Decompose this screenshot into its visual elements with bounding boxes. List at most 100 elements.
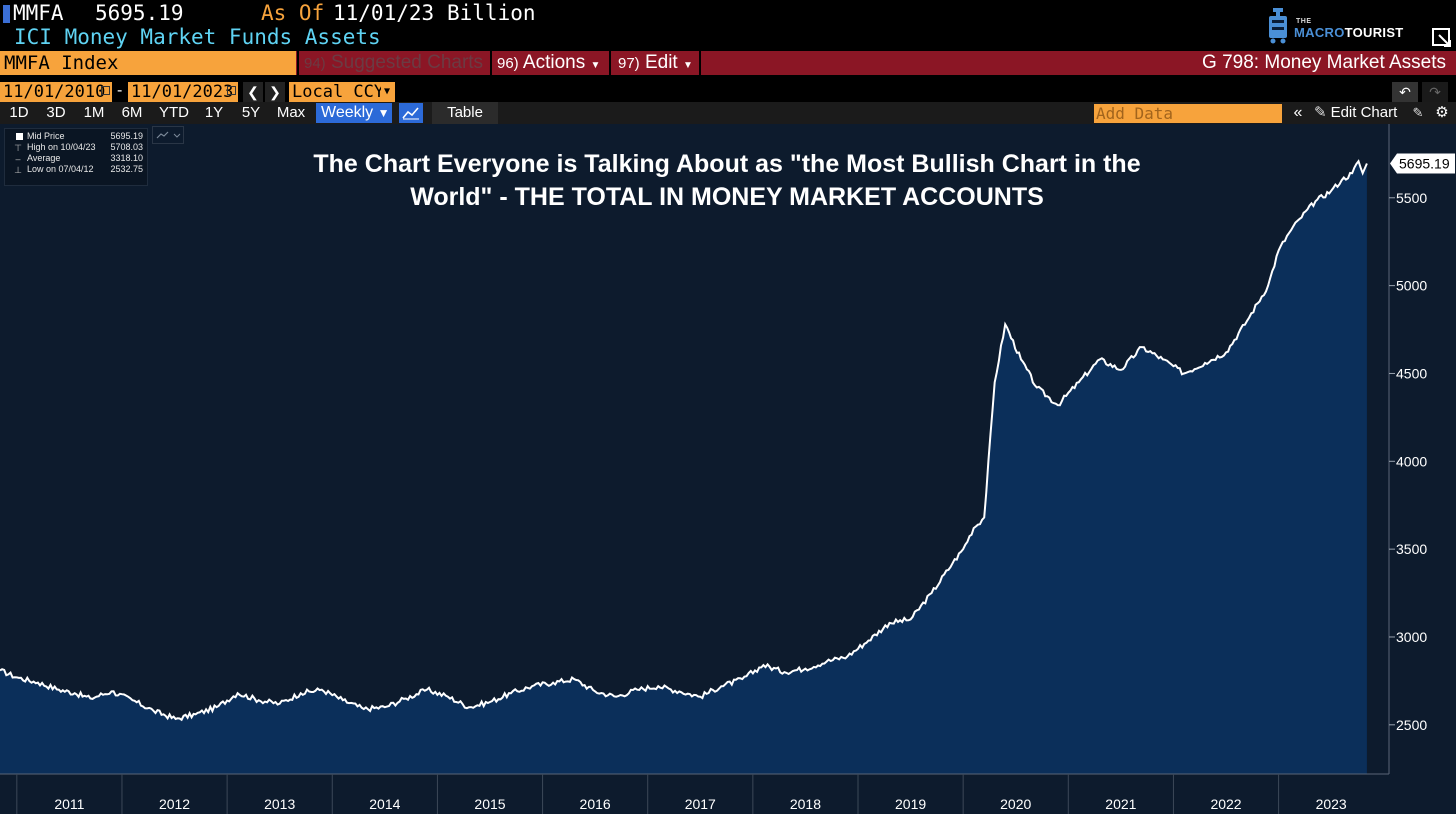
range-ytd-button[interactable]: YTD [159, 104, 189, 121]
legend-value: 5695.19 [110, 131, 143, 141]
legend-label: High on 10/04/23 [27, 142, 96, 152]
date-range-bar: 11/01/2010 - 11/01/2023 ❮ ❯ Local CCY ▼ … [0, 80, 1456, 102]
legend-value: 3318.10 [110, 153, 143, 163]
edit-number: 97) [618, 55, 640, 72]
line-chart-view-button[interactable] [399, 103, 423, 123]
range-1d-button[interactable]: 1D [9, 104, 29, 121]
menu-separator [699, 51, 701, 75]
table-view-button[interactable]: Table [432, 102, 498, 124]
chevron-down-icon: ▼ [683, 60, 693, 71]
currency-select[interactable]: Local CCY ▼ [289, 82, 395, 102]
security-header: MMFA 5695.19 As Of 11/01/23 Billion ICI … [0, 0, 1456, 50]
range-max-button[interactable]: Max [276, 104, 306, 121]
date-range-dash: - [117, 82, 123, 99]
y-tick-label: 4000 [1396, 453, 1427, 469]
range-6m-button[interactable]: 6M [121, 104, 143, 121]
start-date-field[interactable]: 11/01/2010 [0, 82, 112, 102]
edit-menu[interactable]: 97) Edit ▼ [618, 51, 693, 75]
chart-toolbar: 1D 3D 1M 6M YTD 1Y 5Y Max Weekly ▼ Table… [0, 102, 1456, 124]
range-5y-button[interactable]: 5Y [241, 104, 261, 121]
x-tick-label: 2011 [54, 796, 84, 812]
edit-label: Edit [644, 52, 678, 73]
currency-value: Local CCY [292, 82, 385, 102]
units-label: Billion [447, 1, 536, 25]
pencil-icon: ✎ [1314, 104, 1327, 121]
start-date-value: 11/01/2010 [3, 82, 106, 102]
menu-separator [609, 51, 611, 75]
suitcase-icon [1269, 8, 1287, 44]
suggested-charts-label: Suggested Charts [330, 52, 484, 73]
legend-label: Mid Price [27, 131, 65, 141]
x-axis-background [0, 774, 1389, 814]
security-description: ICI Money Market Funds Assets [14, 25, 381, 49]
x-tick-label: 2021 [1105, 796, 1136, 812]
range-3d-button[interactable]: 3D [46, 104, 66, 121]
next-period-button[interactable]: ❯ [265, 82, 285, 102]
x-tick-label: 2014 [369, 796, 400, 812]
y-tick-label: 3500 [1396, 541, 1427, 557]
legend-row-average: – Average 3318.10 [5, 153, 147, 164]
legend-row-high: ⊤ High on 10/04/23 5708.03 [5, 142, 147, 153]
previous-period-button[interactable]: ❮ [243, 82, 263, 102]
gear-icon[interactable]: ⚙ [1435, 104, 1449, 121]
y-axis-background [1389, 124, 1456, 814]
menu-separator [297, 51, 299, 75]
edit-chart-button[interactable]: ✎ Edit Chart [1314, 102, 1404, 124]
line-chart-icon [402, 107, 419, 120]
x-tick-label: 2017 [685, 796, 716, 812]
logo-word-macro: MACRO [1294, 25, 1345, 40]
area-fill [0, 161, 1367, 774]
logo-word-tourist: TOURIST [1344, 25, 1404, 40]
legend-value: 2532.75 [110, 164, 143, 174]
chevron-down-icon: ▼ [381, 82, 393, 102]
legend-label: Low on 07/04/12 [27, 164, 94, 174]
collapse-panel-icon[interactable]: « [1293, 104, 1303, 121]
frequency-value: Weekly [321, 104, 374, 121]
expand-window-icon[interactable] [1432, 28, 1452, 48]
legend-row-mid-price: Mid Price 5695.19 [5, 131, 147, 142]
last-value-tag [1390, 153, 1455, 174]
last-value: 5695.19 [95, 1, 184, 25]
legend-swatch [16, 133, 23, 140]
logo-wordmark: MACROTOURIST [1294, 25, 1404, 40]
as-of-label: As Of [261, 1, 325, 25]
undo-button[interactable]: ↶ [1392, 82, 1418, 102]
function-menu-bar: MMFA Index 94) Suggested Charts 96) Acti… [0, 51, 1456, 75]
annotate-icon[interactable]: ✎ [1412, 105, 1424, 120]
x-tick-label: 2022 [1210, 796, 1241, 812]
x-tick-label: 2012 [159, 796, 190, 812]
calendar-icon[interactable] [227, 86, 236, 95]
range-1m-button[interactable]: 1M [83, 104, 105, 121]
legend-row-low: ⊥ Low on 07/04/12 2532.75 [5, 164, 147, 175]
frequency-select[interactable]: Weekly ▼ [316, 103, 392, 123]
x-tick-label: 2015 [474, 796, 505, 812]
series-line [0, 159, 1368, 722]
as-of-date: 11/01/23 [333, 1, 435, 25]
chart-legend[interactable]: Mid Price 5695.19 ⊤ High on 10/04/23 570… [4, 128, 148, 186]
logo-small-text: THE [1296, 18, 1312, 25]
end-date-field[interactable]: 11/01/2023 [128, 82, 238, 102]
x-tick-label: 2023 [1316, 796, 1347, 812]
y-tick-label: 2500 [1396, 717, 1427, 733]
suggested-charts-menu[interactable]: 94) Suggested Charts [304, 51, 483, 75]
x-tick-label: 2016 [580, 796, 611, 812]
calendar-icon[interactable] [101, 86, 110, 95]
legend-label: Average [27, 153, 61, 163]
add-data-input[interactable]: Add Data [1094, 104, 1282, 123]
y-tick-label: 5500 [1396, 190, 1427, 206]
chevron-down-icon: ▼ [377, 106, 390, 120]
actions-menu[interactable]: 96) Actions ▼ [497, 51, 600, 75]
x-tick-label: 2019 [895, 796, 926, 812]
legend-value: 5708.03 [110, 142, 143, 152]
security-index-field[interactable]: MMFA Index [0, 51, 296, 75]
actions-number: 96) [497, 55, 519, 72]
menu-separator [490, 51, 492, 75]
x-tick-label: 2020 [1000, 796, 1031, 812]
x-tick-label: 2018 [790, 796, 821, 812]
y-tick-label: 5000 [1396, 278, 1427, 294]
legend-options-button[interactable] [152, 126, 184, 144]
redo-button[interactable]: ↷ [1422, 82, 1448, 102]
macro-tourist-logo: THE MACROTOURIST [1264, 8, 1456, 50]
chart-canvas: 2500 3000 3500 4000 4500 5000 5500 2011 2012 201… [0, 124, 1456, 814]
range-1y-button[interactable]: 1Y [204, 104, 224, 121]
